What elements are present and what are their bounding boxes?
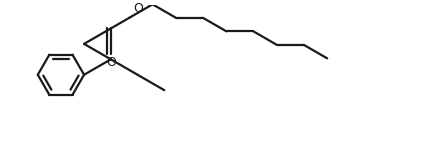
Text: O: O [106,56,116,69]
Text: O: O [133,2,143,15]
